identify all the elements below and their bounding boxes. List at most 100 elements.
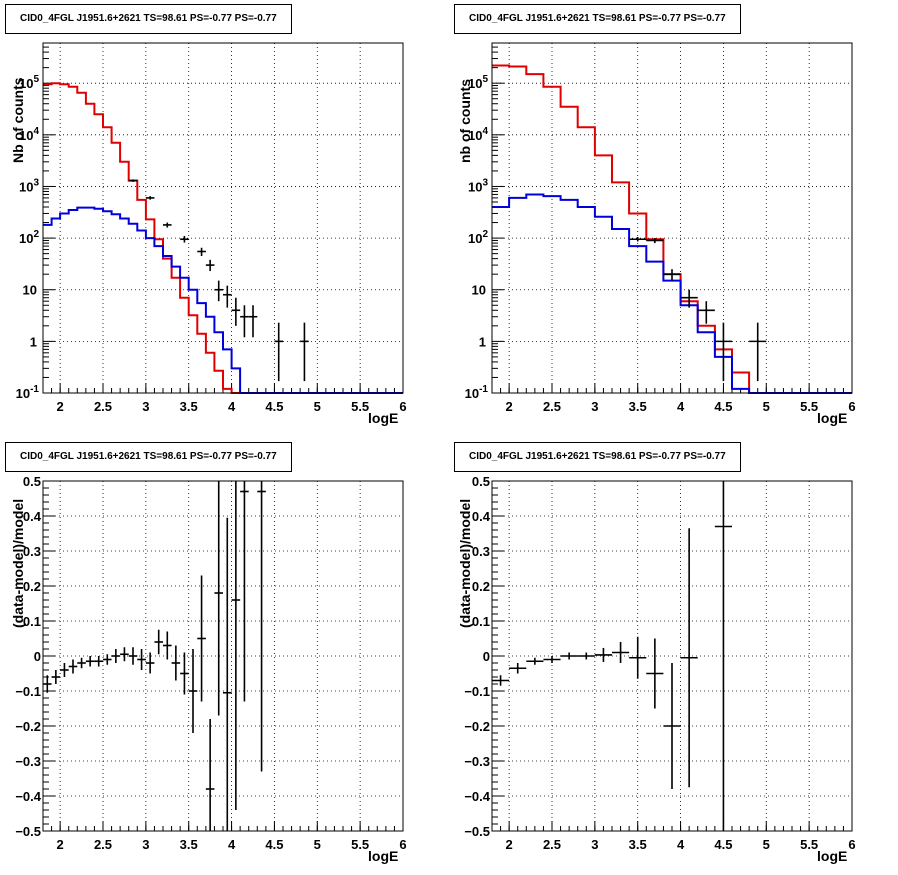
x-tick-label: 2.5	[94, 399, 112, 414]
y-tick-label: −0.2	[15, 719, 41, 734]
data-point	[180, 235, 189, 243]
data-point	[145, 652, 155, 674]
data-point	[103, 654, 112, 665]
y-tick-label: 0.4	[472, 509, 491, 524]
y-tick-label: −0.4	[15, 789, 41, 804]
pad-bottom-right: 2 2.5 3 3.5 4 4.5 5 5.5 6 −0.5 −0.4 −0.3 −0.2 −0.1 0 0.…	[449, 438, 898, 875]
y-tick-label: 0.5	[23, 474, 41, 489]
y-tick-label: 105	[19, 74, 39, 91]
data-point	[223, 285, 232, 308]
data-point	[663, 663, 681, 789]
y-tick-label: 105	[468, 74, 488, 91]
data-point	[231, 481, 241, 810]
data-point	[714, 481, 732, 831]
pad-top-left: 2 2.5 3 3.5 4 4.5 5 5.5 6 10-1 1 10 102 103 104 105 CID…	[0, 0, 449, 437]
data-point	[171, 645, 181, 681]
chart-title: CID0_4FGL J1951.6+2621 TS=98.61 PS=-0.77…	[5, 442, 292, 472]
y-tick-label: 0.1	[472, 614, 490, 629]
series-line	[492, 193, 852, 394]
data-point	[180, 652, 189, 695]
data-point	[509, 663, 527, 674]
data-point	[205, 259, 215, 272]
data-point	[714, 322, 732, 382]
x-tick-label: 6	[399, 399, 406, 414]
x-tick-label: 2.5	[94, 837, 112, 852]
y-tick-label: 0.3	[23, 544, 41, 559]
data-point	[197, 575, 206, 702]
x-tick-label: 5	[763, 837, 770, 852]
data-point	[214, 280, 223, 302]
data-point	[120, 647, 129, 662]
x-tick-label: 3	[591, 837, 598, 852]
x-tick-label: 3.5	[180, 399, 198, 414]
data-point	[154, 629, 163, 655]
y-tick-label: 103	[468, 177, 488, 194]
plot-frame	[42, 42, 404, 394]
y-tick-label: −0.5	[15, 824, 41, 839]
x-tick-label: 2	[57, 837, 64, 852]
data-point	[145, 196, 155, 200]
y-tick-label: 104	[19, 126, 39, 143]
chart-title: CID0_4FGL J1951.6+2621 TS=98.61 PS=-0.77…	[454, 442, 741, 472]
data-point	[128, 647, 138, 665]
x-tick-label: 4	[677, 837, 685, 852]
x-tick-label: 4.5	[265, 399, 283, 414]
y-tick-label: 0.2	[472, 579, 490, 594]
data-point	[577, 652, 595, 660]
series-line	[43, 206, 403, 394]
data-point	[680, 528, 698, 788]
x-tick-label: 6	[848, 399, 855, 414]
chart-title: CID0_4FGL J1951.6+2621 TS=98.61 PS=-0.77…	[5, 4, 292, 34]
chart-residuals-coarse: 2 2.5 3 3.5 4 4.5 5 5.5 6 −0.5 −0.4 −0.3 −0.2 −0.1 0 0.…	[464, 474, 855, 852]
x-tick-label: 5	[314, 837, 321, 852]
x-tick-label: 5	[763, 399, 770, 414]
x-tick-label: 3	[142, 399, 149, 414]
y-tick-label: 102	[19, 229, 39, 246]
data-point	[560, 652, 578, 660]
x-tick-label: 4	[677, 399, 685, 414]
x-tick-label: 4.5	[714, 399, 732, 414]
data-point	[205, 719, 215, 831]
x-tick-label: 3.5	[629, 837, 647, 852]
chart-title: CID0_4FGL J1951.6+2621 TS=98.61 PS=-0.77…	[454, 4, 741, 34]
data-point	[646, 238, 664, 244]
data-point	[646, 638, 664, 709]
data-point	[492, 675, 510, 686]
data-point	[231, 297, 241, 326]
x-tick-label: 2.5	[543, 837, 561, 852]
y-tick-label: −0.4	[464, 789, 490, 804]
x-tick-label: 2	[506, 399, 513, 414]
x-tick-label: 3.5	[629, 399, 647, 414]
x-tick-label: 4	[228, 837, 236, 852]
data-point	[612, 642, 630, 663]
data-point	[163, 222, 172, 228]
data-point	[248, 305, 258, 338]
y-tick-label: 0	[34, 649, 41, 664]
data-point	[240, 305, 249, 338]
x-tick-label: 3	[591, 399, 598, 414]
x-tick-label: 6	[399, 837, 406, 852]
data-point	[77, 657, 86, 669]
x-tick-label: 2	[57, 399, 64, 414]
data-point	[137, 649, 146, 670]
x-tick-label: 4.5	[265, 837, 283, 852]
data-point	[60, 663, 69, 677]
y-tick-label: 10-1	[16, 384, 40, 401]
data-point	[594, 647, 612, 662]
y-tick-label: 0.3	[472, 544, 490, 559]
data-point	[697, 301, 715, 324]
data-point	[240, 481, 249, 702]
y-axis-label: Nb of counts	[10, 77, 26, 163]
x-tick-label: 6	[848, 837, 855, 852]
plot-frame	[42, 480, 404, 832]
x-tick-label: 4	[228, 399, 236, 414]
x-axis-label: logE	[817, 410, 848, 426]
data-point	[257, 481, 266, 772]
data-point	[680, 289, 698, 308]
y-tick-label: 1	[30, 334, 37, 349]
y-axis-label: (data-model)/model	[10, 498, 26, 628]
y-tick-label: 0.4	[23, 509, 42, 524]
plot-frame	[491, 42, 853, 394]
y-tick-label: −0.3	[464, 754, 490, 769]
y-tick-label: 10	[23, 283, 37, 298]
